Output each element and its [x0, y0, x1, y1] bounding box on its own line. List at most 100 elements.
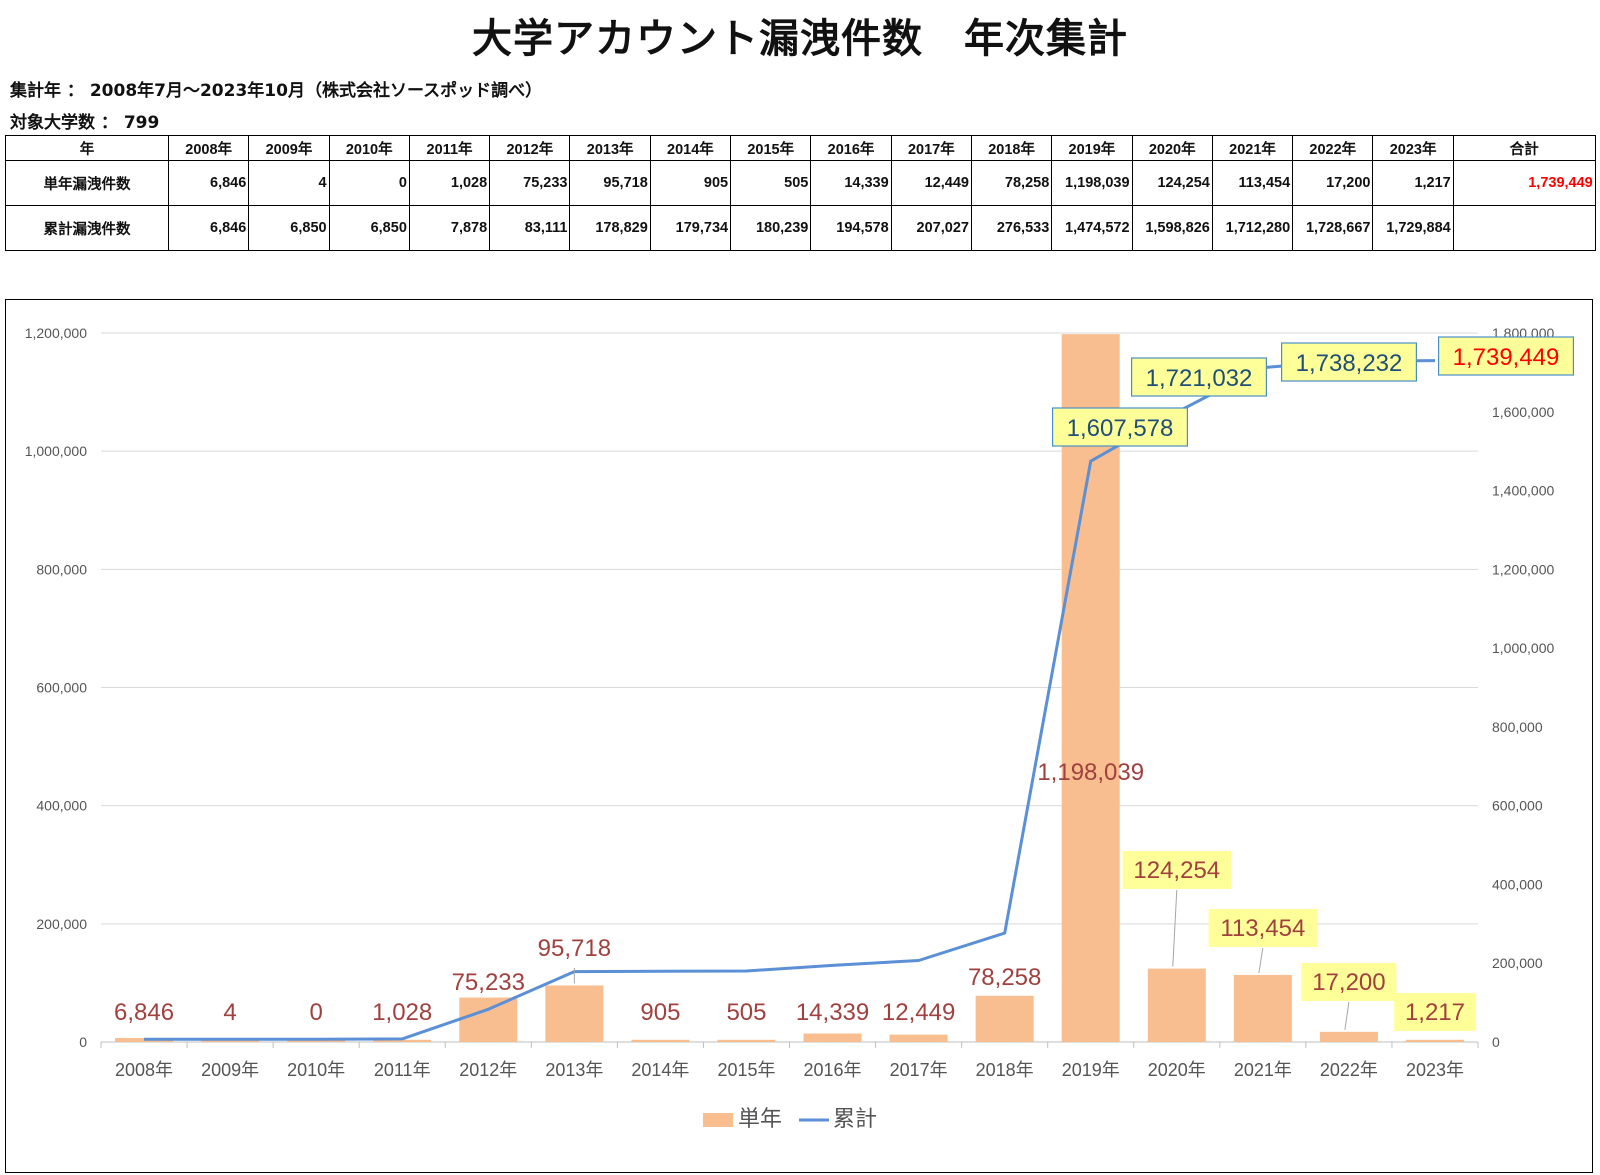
header-year-cell: 2015年 — [730, 135, 812, 161]
bar-data-label: 75,233 — [452, 969, 525, 996]
table-cell: 194,578 — [810, 205, 892, 251]
bar-data-label: 505 — [726, 999, 766, 1026]
bar-data-label: 0 — [309, 999, 322, 1026]
table-cell: 1,728,667 — [1292, 205, 1374, 251]
y-right-tick-label: 400,000 — [1492, 876, 1543, 892]
y-right-tick-label: 200,000 — [1492, 955, 1543, 971]
row-label-single: 単年漏洩件数 — [5, 160, 169, 206]
y-left-tick-label: 200,000 — [36, 916, 87, 932]
bar-data-label: 1,217 — [1405, 999, 1465, 1026]
bar — [373, 1039, 432, 1042]
header-year-cell: 2023年 — [1372, 135, 1454, 161]
summary-header-row: 年 2008年 2009年 2010年 2011年 2012年 2013年 20… — [5, 135, 1596, 161]
header-year-cell: 2008年 — [167, 135, 250, 161]
table-cell: 7,878 — [408, 205, 491, 251]
header-total: 合計 — [1452, 135, 1596, 161]
x-category-label: 2020年 — [1148, 1060, 1206, 1080]
bar-data-label: 1,198,039 — [1037, 759, 1144, 786]
bar-data-label: 4 — [223, 999, 236, 1026]
table-cell: 1,729,884 — [1372, 205, 1454, 251]
header-year-cell: 2019年 — [1051, 135, 1133, 161]
bar — [545, 985, 604, 1042]
bar-data-label: 1,028 — [372, 999, 432, 1026]
bar-data-label: 124,254 — [1133, 857, 1220, 884]
x-category-label: 2013年 — [545, 1060, 603, 1080]
bar — [1319, 1031, 1378, 1042]
table-cell: 180,239 — [730, 205, 812, 251]
bar — [287, 1039, 346, 1042]
y-left-tick-label: 0 — [79, 1034, 87, 1050]
callout-box — [1130, 357, 1267, 397]
y-left-tick-label: 400,000 — [36, 798, 87, 814]
header-year-cell: 2020年 — [1131, 135, 1213, 161]
table-cell: 12,449 — [890, 160, 972, 206]
header-year-cell: 2010年 — [328, 135, 410, 161]
table-cell: 124,254 — [1131, 160, 1213, 206]
leader-line — [1344, 1001, 1350, 1030]
cumulative-callout-label: 1,721,032 — [1146, 365, 1253, 392]
table-cell: 0 — [328, 160, 410, 206]
bar-data-label: 17,200 — [1312, 969, 1385, 996]
cumulative-callout-label: 1,739,449 — [1453, 344, 1560, 371]
y-right-tick-label: 0 — [1492, 1034, 1500, 1050]
x-category-label: 2022年 — [1320, 1060, 1378, 1080]
combo-chart: 0 200,000 400,000 600,000 800,000 1,000,000 1,… — [25, 325, 1574, 1131]
table-cell: 1,198,039 — [1051, 160, 1133, 206]
total-cell — [1452, 205, 1596, 251]
table-cell: 179,734 — [649, 205, 732, 251]
table-cell: 6,846 — [167, 205, 250, 251]
bar — [631, 1039, 690, 1042]
bar — [459, 997, 518, 1042]
legend-label: 単年 — [738, 1106, 782, 1131]
table-cell: 6,846 — [167, 160, 250, 206]
y-right-tick-label: 1,600,000 — [1492, 404, 1554, 420]
bar-data-label: 12,449 — [882, 999, 955, 1026]
x-category-label: 2012年 — [459, 1060, 517, 1080]
bar — [803, 1033, 862, 1042]
table-cell: 78,258 — [970, 160, 1053, 206]
table-cell: 6,850 — [328, 205, 410, 251]
bar-label-highlight — [1394, 993, 1476, 1031]
x-category-label: 2011年 — [374, 1060, 431, 1080]
table-row: 累計漏洩件数 6,846 6,850 6,850 7,878 83,111 17… — [5, 205, 1596, 251]
header-year-cell: 2017年 — [890, 135, 972, 161]
y-left-tick-label: 600,000 — [36, 680, 87, 696]
total-cell: 1,739,449 — [1452, 160, 1596, 206]
chart-frame: 0 200,000 400,000 600,000 800,000 1,000,000 1,… — [5, 299, 1593, 1173]
bar — [1061, 334, 1120, 1042]
row-label-cumulative: 累計漏洩件数 — [5, 205, 169, 251]
x-category-label: 2017年 — [890, 1060, 948, 1080]
summary-table: 年 2008年 2009年 2010年 2011年 2012年 2013年 20… — [5, 135, 1596, 251]
bar-label-highlight — [1301, 963, 1397, 1001]
header-year-cell: 2009年 — [248, 135, 330, 161]
table-cell: 1,028 — [408, 160, 491, 206]
y-left-tick-label: 1,000,000 — [25, 443, 87, 459]
table-cell: 1,474,572 — [1051, 205, 1133, 251]
header-year: 年 — [5, 135, 169, 161]
bar — [201, 1039, 260, 1042]
bar-data-label: 905 — [640, 999, 680, 1026]
x-category-label: 2018年 — [976, 1060, 1034, 1080]
callout-box — [1051, 407, 1188, 447]
cumulative-callout-label: 1,738,232 — [1296, 350, 1403, 377]
table-cell: 6,850 — [248, 205, 330, 251]
bar — [1405, 1039, 1464, 1042]
x-category-label: 2015年 — [717, 1060, 775, 1080]
table-cell: 83,111 — [489, 205, 571, 251]
table-cell: 178,829 — [569, 205, 651, 251]
x-category-label: 2014年 — [631, 1060, 689, 1080]
table-cell: 17,200 — [1292, 160, 1374, 206]
table-cell: 905 — [649, 160, 732, 206]
x-category-label: 2016年 — [804, 1060, 862, 1080]
bar-label-highlight — [1122, 851, 1232, 889]
table-cell: 1,217 — [1372, 160, 1454, 206]
leader-line — [1172, 889, 1178, 967]
table-cell: 1,712,280 — [1211, 205, 1294, 251]
header-year-cell: 2011年 — [408, 135, 491, 161]
header-year-cell: 2018年 — [970, 135, 1053, 161]
cumulative-callout-label: 1,607,578 — [1067, 415, 1174, 442]
table-cell: 113,454 — [1211, 160, 1294, 206]
x-category-label: 2023年 — [1406, 1060, 1464, 1080]
y-right-tick-label: 600,000 — [1492, 798, 1543, 814]
bar-label-highlight — [1208, 909, 1318, 947]
